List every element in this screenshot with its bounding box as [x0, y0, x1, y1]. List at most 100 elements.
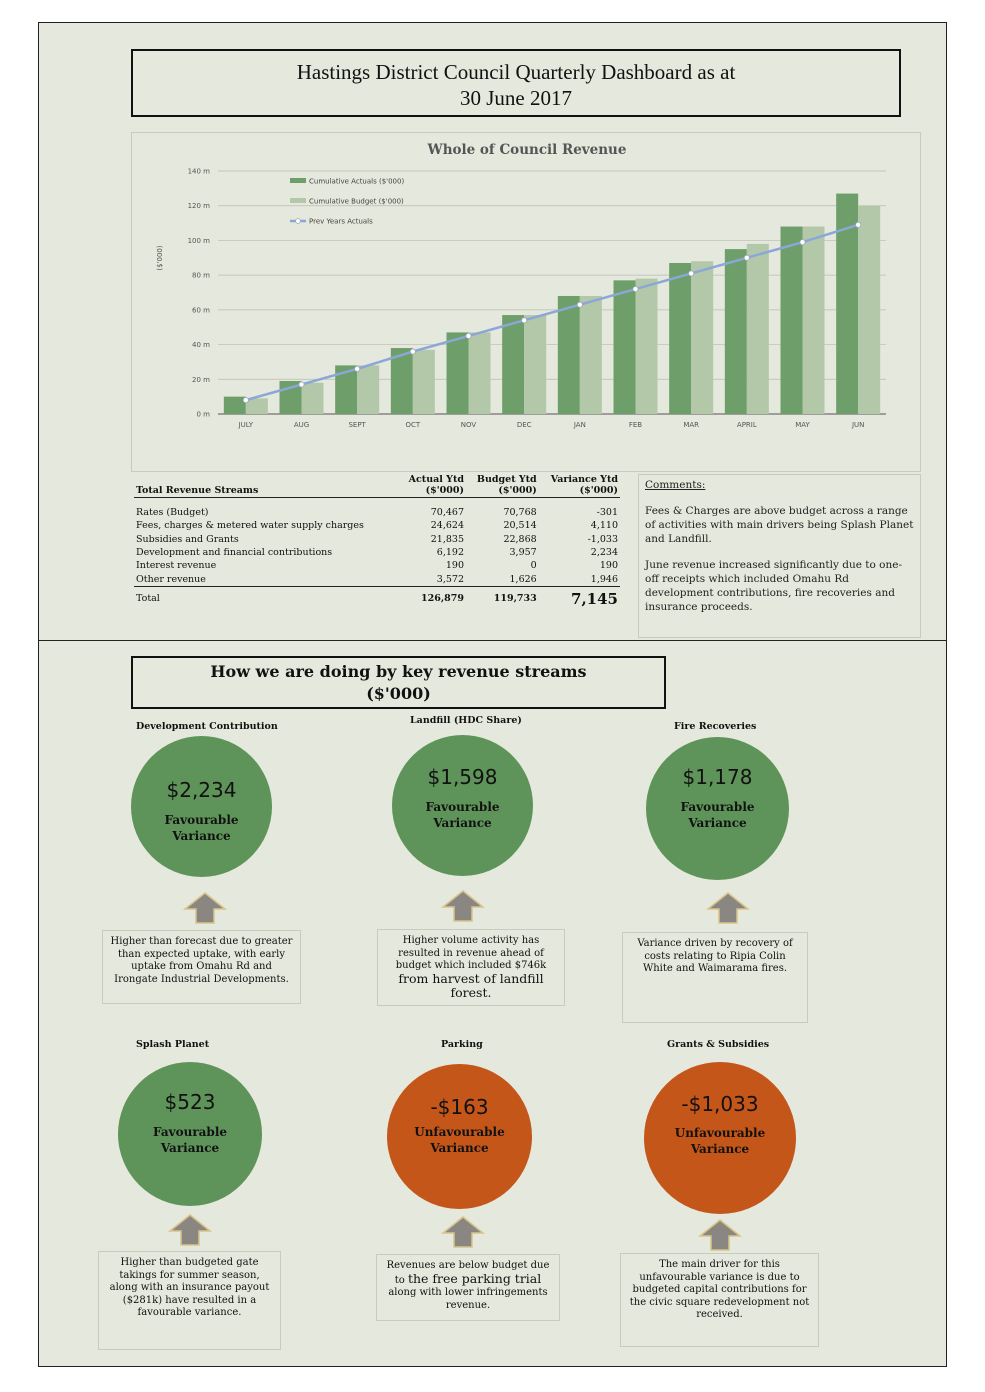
- table-header-row: Total Revenue Streams Actual Ytd ($'000) …: [134, 474, 620, 498]
- note-fire: Variance driven by recovery of costs rel…: [622, 932, 808, 1023]
- legend-swatch: [290, 198, 306, 203]
- y-tick-label: 120 m: [188, 202, 211, 210]
- variance-circle-splash: $523 Favourable Variance: [118, 1062, 262, 1206]
- variance-circle-parking: -$163 Unfavourable Variance: [387, 1064, 532, 1209]
- line-point: [298, 381, 305, 388]
- x-tick-label: JAN: [573, 421, 586, 429]
- bar-actual: [223, 396, 246, 414]
- bar-actual: [557, 295, 580, 414]
- legend-label: Prev Years Actuals: [309, 218, 373, 226]
- bar-budget: [858, 205, 881, 414]
- stream-label-splash: Splash Planet: [136, 1039, 210, 1050]
- line-point: [632, 286, 639, 293]
- comments-heading: Comments:: [645, 479, 706, 491]
- title-line-2: 30 June 2017: [460, 86, 572, 110]
- line-point: [465, 332, 472, 339]
- comment-paragraph: June revenue increased significantly due…: [645, 559, 902, 613]
- stream-label-fire: Fire Recoveries: [674, 721, 757, 732]
- bar-actual: [669, 262, 692, 414]
- stream-label-landfill: Landfill (HDC Share): [410, 715, 522, 726]
- up-arrow-icon: [441, 1216, 485, 1248]
- line-point: [799, 239, 806, 246]
- line-point: [354, 365, 361, 372]
- title-line-1: Hastings District Council Quarterly Dash…: [296, 60, 736, 84]
- up-arrow-icon: [168, 1214, 212, 1246]
- variance-circle-grants: -$1,033 Unfavourable Variance: [644, 1062, 796, 1214]
- bar-budget: [802, 226, 825, 414]
- bar-budget: [691, 261, 714, 414]
- y-tick-label: 80 m: [192, 272, 210, 280]
- bar-budget: [468, 332, 491, 414]
- y-tick-label: 0 m: [197, 411, 211, 419]
- x-tick-label: MAR: [683, 421, 699, 429]
- table-row: Interest revenue 190 0 190: [136, 560, 618, 572]
- line-point: [688, 270, 695, 277]
- x-tick-label: AUG: [294, 421, 309, 429]
- chart-title: Whole of Council Revenue: [427, 142, 627, 158]
- variance-circle-landfill: $1,598 Favourable Variance: [392, 735, 533, 876]
- bar-actual: [780, 226, 803, 414]
- bar-budget: [245, 398, 268, 414]
- x-tick-label: FEB: [629, 421, 642, 429]
- x-tick-label: OCT: [405, 421, 420, 429]
- bar-budget: [412, 349, 435, 414]
- col-header-streams: Total Revenue Streams: [134, 474, 399, 498]
- x-tick-label: MAY: [795, 421, 810, 429]
- bar-budget: [579, 295, 602, 414]
- table-row: Fees, charges & metered water supply cha…: [136, 520, 618, 532]
- y-tick-label: 60 m: [192, 306, 210, 314]
- comment-paragraph: Fees & Charges are above budget across a…: [645, 505, 914, 545]
- stream-label-parking: Parking: [441, 1039, 483, 1050]
- line-point: [409, 348, 416, 355]
- stream-label-grants: Grants & Subsidies: [667, 1039, 770, 1050]
- col-header-budget: Budget Ytd ($'000): [466, 474, 539, 498]
- line-point: [743, 254, 750, 261]
- stream-label-development: Development Contribution: [136, 721, 278, 732]
- x-tick-label: SEPT: [348, 421, 366, 429]
- revenue-table: Total Revenue Streams Actual Ytd ($'000) …: [134, 474, 620, 608]
- bar-budget: [746, 243, 769, 414]
- x-tick-label: NOV: [461, 421, 477, 429]
- y-tick-label: 20 m: [192, 376, 210, 384]
- bar-actual: [335, 365, 358, 414]
- y-axis-label: ($'000): [156, 245, 164, 270]
- note-landfill: Higher volume activity has resulted in r…: [377, 929, 565, 1006]
- up-arrow-icon: [698, 1219, 742, 1251]
- table-row: Rates (Budget) 70,467 70,768 -301: [136, 507, 618, 519]
- comments-box: Comments: Fees & Charges are above budge…: [638, 474, 921, 638]
- col-header-variance: Variance Ytd ($'000): [538, 474, 620, 498]
- bar-budget: [524, 315, 547, 414]
- table-row: Subsidies and Grants 21,835 22,868 -1,033: [136, 533, 618, 545]
- col-header-actual: Actual Ytd ($'000): [398, 474, 466, 498]
- line-point: [242, 397, 249, 404]
- x-tick-label: DEC: [517, 421, 532, 429]
- table-row: Other revenue 3,572 1,626 1,946: [136, 573, 618, 585]
- legend-label: Cumulative Actuals ($'000): [309, 178, 404, 186]
- bar-budget: [635, 278, 658, 414]
- line-point: [521, 317, 528, 324]
- revenue-chart: Whole of Council Revenue 0 m 20 m 40 m 60 m 8…: [156, 142, 886, 429]
- y-tick-label: 100 m: [188, 237, 211, 245]
- bar-actual: [613, 280, 636, 414]
- bar-budget: [357, 365, 380, 414]
- note-splash: Higher than budgeted gate takings for su…: [98, 1251, 281, 1350]
- bar-actual: [502, 315, 525, 414]
- variance-circle-fire: $1,178 Favourable Variance: [646, 737, 789, 880]
- table-total-row: Total 126,879 119,733 7,145: [134, 585, 620, 608]
- note-development: Higher than forecast due to greater than…: [102, 930, 301, 1004]
- legend-marker: [295, 218, 301, 224]
- bar-actual: [446, 332, 469, 414]
- dashboard-title: Hastings District Council Quarterly Dash…: [131, 49, 901, 117]
- bar-actual: [390, 348, 413, 414]
- note-parking: Revenues are below budget due to the fre…: [376, 1254, 560, 1321]
- section-divider: [38, 640, 947, 641]
- legend-label: Cumulative Budget ($'000): [309, 198, 404, 206]
- total-variance: 7,145: [538, 585, 620, 608]
- bar-actual: [724, 249, 747, 414]
- streams-section-title: How we are doing by key revenue streams …: [131, 656, 666, 709]
- table-row: Development and financial contributions 6…: [136, 547, 618, 559]
- prev-years-line: [245, 223, 859, 402]
- up-arrow-icon: [706, 892, 750, 924]
- variance-circle-development: $2,234 Favourable Variance: [131, 736, 272, 877]
- legend-swatch: [290, 178, 306, 183]
